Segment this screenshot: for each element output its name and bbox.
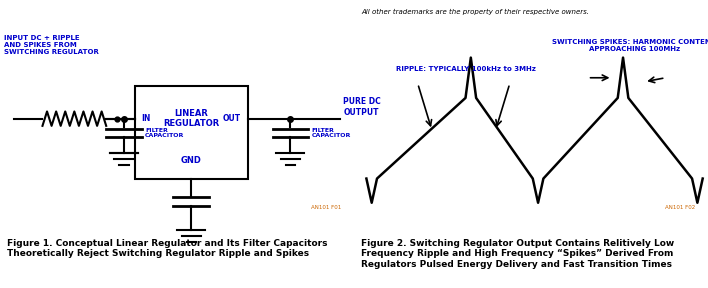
Text: OUT: OUT [222,114,241,123]
Text: AN101 F02: AN101 F02 [665,205,695,210]
Text: Figure 1. Conceptual Linear Regulator and Its Filter Capacitors
Theoretically Re: Figure 1. Conceptual Linear Regulator an… [7,239,328,258]
Text: LINEAR
REGULATOR: LINEAR REGULATOR [163,109,219,128]
Text: IN: IN [142,114,151,123]
Text: INPUT DC + RIPPLE
AND SPIKES FROM
SWITCHING REGULATOR: INPUT DC + RIPPLE AND SPIKES FROM SWITCH… [4,35,98,54]
Text: Figure 2. Switching Regulator Output Contains Relitively Low
Frequency Ripple an: Figure 2. Switching Regulator Output Con… [361,239,674,269]
Text: FILTER
CAPACITOR: FILTER CAPACITOR [312,128,351,139]
Text: RIPPLE: TYPICALLY 100kHz to 3MHz: RIPPLE: TYPICALLY 100kHz to 3MHz [396,66,537,72]
Text: AN101 F01: AN101 F01 [311,205,341,210]
FancyBboxPatch shape [135,86,248,179]
Text: SWITCHING SPIKES: HARMONIC CONTENT
APPROACHING 100MHz: SWITCHING SPIKES: HARMONIC CONTENT APPRO… [552,39,708,52]
Text: All other trademarks are the property of their respective owners.: All other trademarks are the property of… [361,9,589,15]
Text: PURE DC
OUTPUT: PURE DC OUTPUT [343,97,381,117]
Text: FILTER
CAPACITOR: FILTER CAPACITOR [145,128,185,139]
Text: GND: GND [181,156,202,165]
